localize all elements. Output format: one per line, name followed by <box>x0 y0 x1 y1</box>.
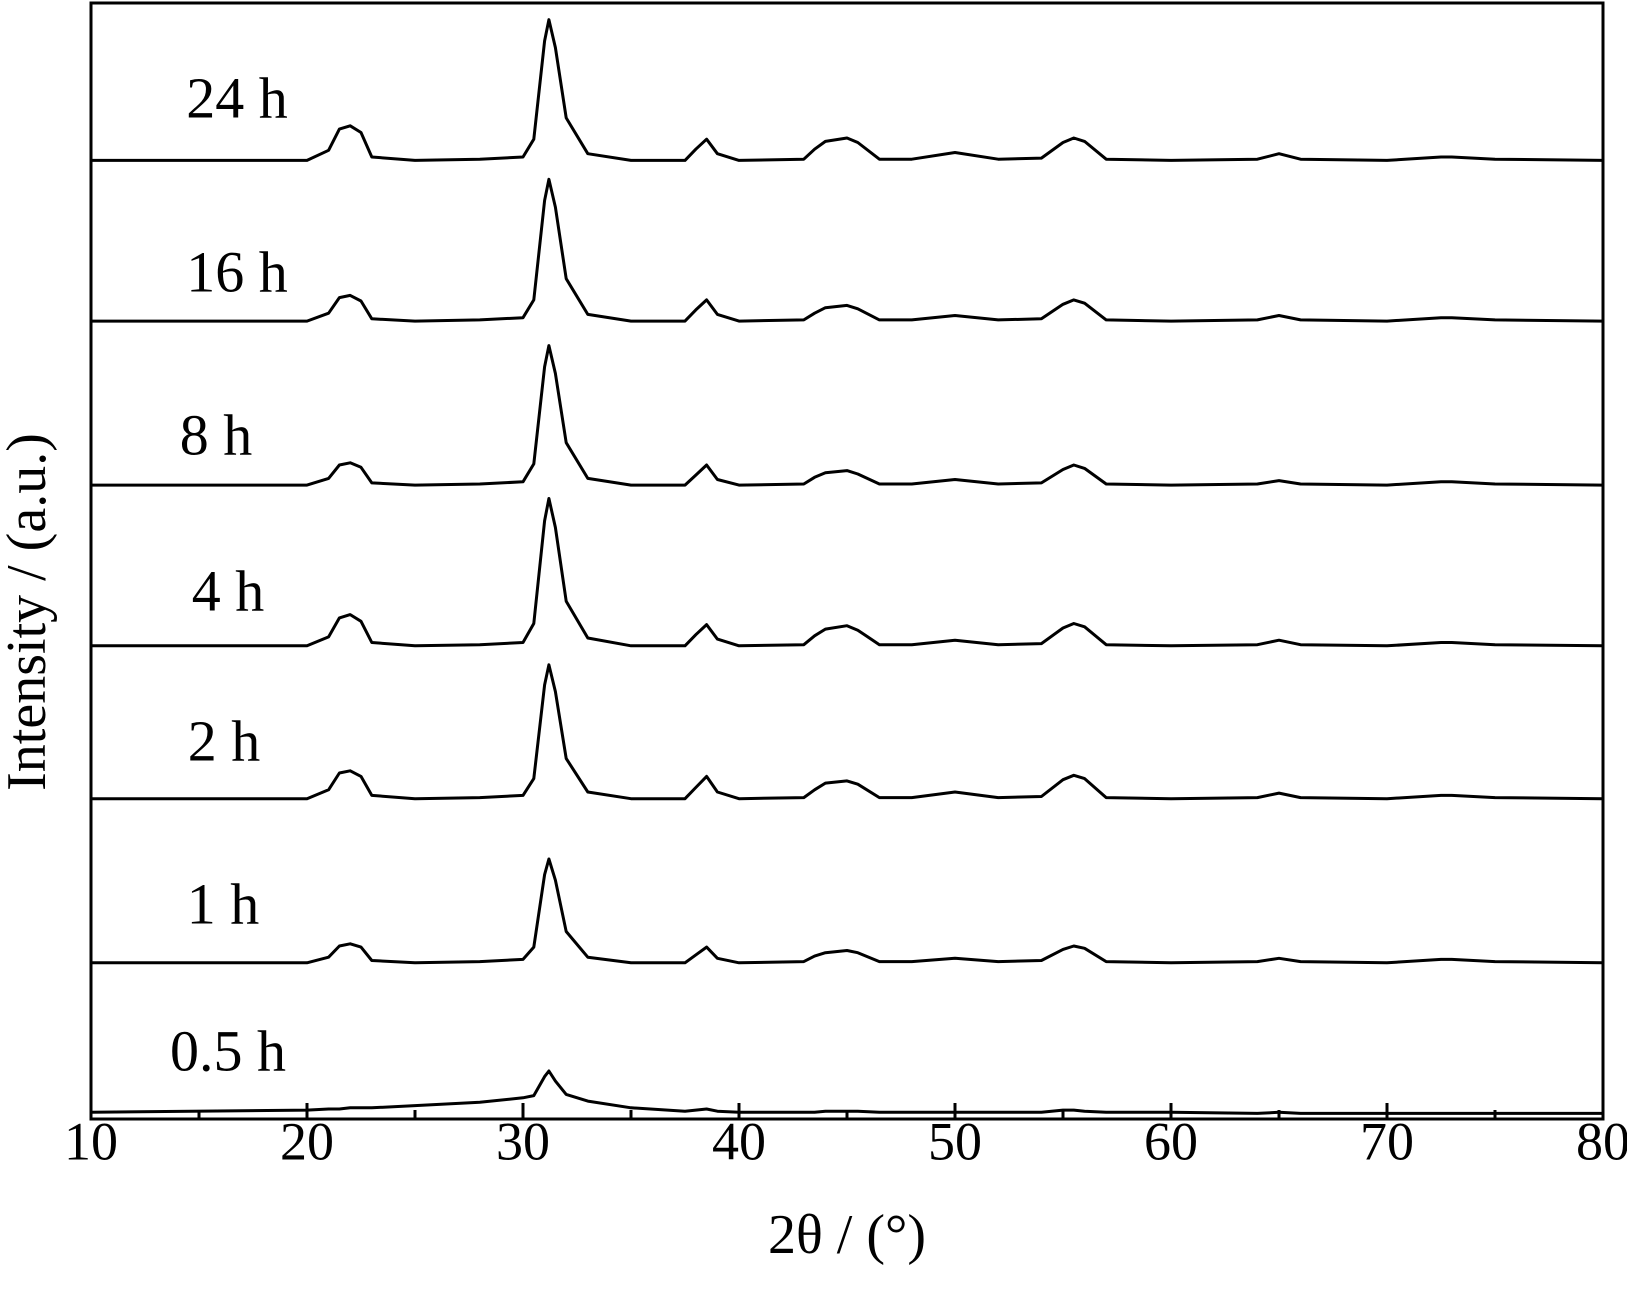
series-label: 2 h <box>188 708 261 773</box>
x-tick-label: 20 <box>280 1111 334 1171</box>
xrd-pattern <box>91 344 1604 487</box>
x-tick-label: 10 <box>64 1111 118 1171</box>
xrd-pattern <box>91 177 1604 323</box>
series-label: 16 h <box>186 239 288 304</box>
xrd-pattern <box>91 857 1604 965</box>
xrd-pattern <box>91 497 1604 648</box>
x-tick-label: 40 <box>712 1111 766 1171</box>
x-tick-label: 70 <box>1360 1111 1414 1171</box>
x-tick-label: 80 <box>1576 1111 1627 1171</box>
series-label: 24 h <box>186 65 288 130</box>
series-label: 4 h <box>192 558 265 623</box>
x-axis-label: 2θ / (°) <box>768 1204 926 1266</box>
xrd-pattern <box>91 18 1604 162</box>
xrd-pattern <box>90 1069 1603 1115</box>
x-tick-label: 60 <box>1144 1111 1198 1171</box>
x-tick-label: 30 <box>496 1111 550 1171</box>
y-axis-label: Intensity / (a.u.) <box>0 433 58 791</box>
series-label: 1 h <box>187 871 260 936</box>
x-tick-label: 50 <box>928 1111 982 1171</box>
series-label: 8 h <box>180 402 253 467</box>
xrd-pattern <box>91 663 1604 801</box>
series-label: 0.5 h <box>170 1018 286 1083</box>
